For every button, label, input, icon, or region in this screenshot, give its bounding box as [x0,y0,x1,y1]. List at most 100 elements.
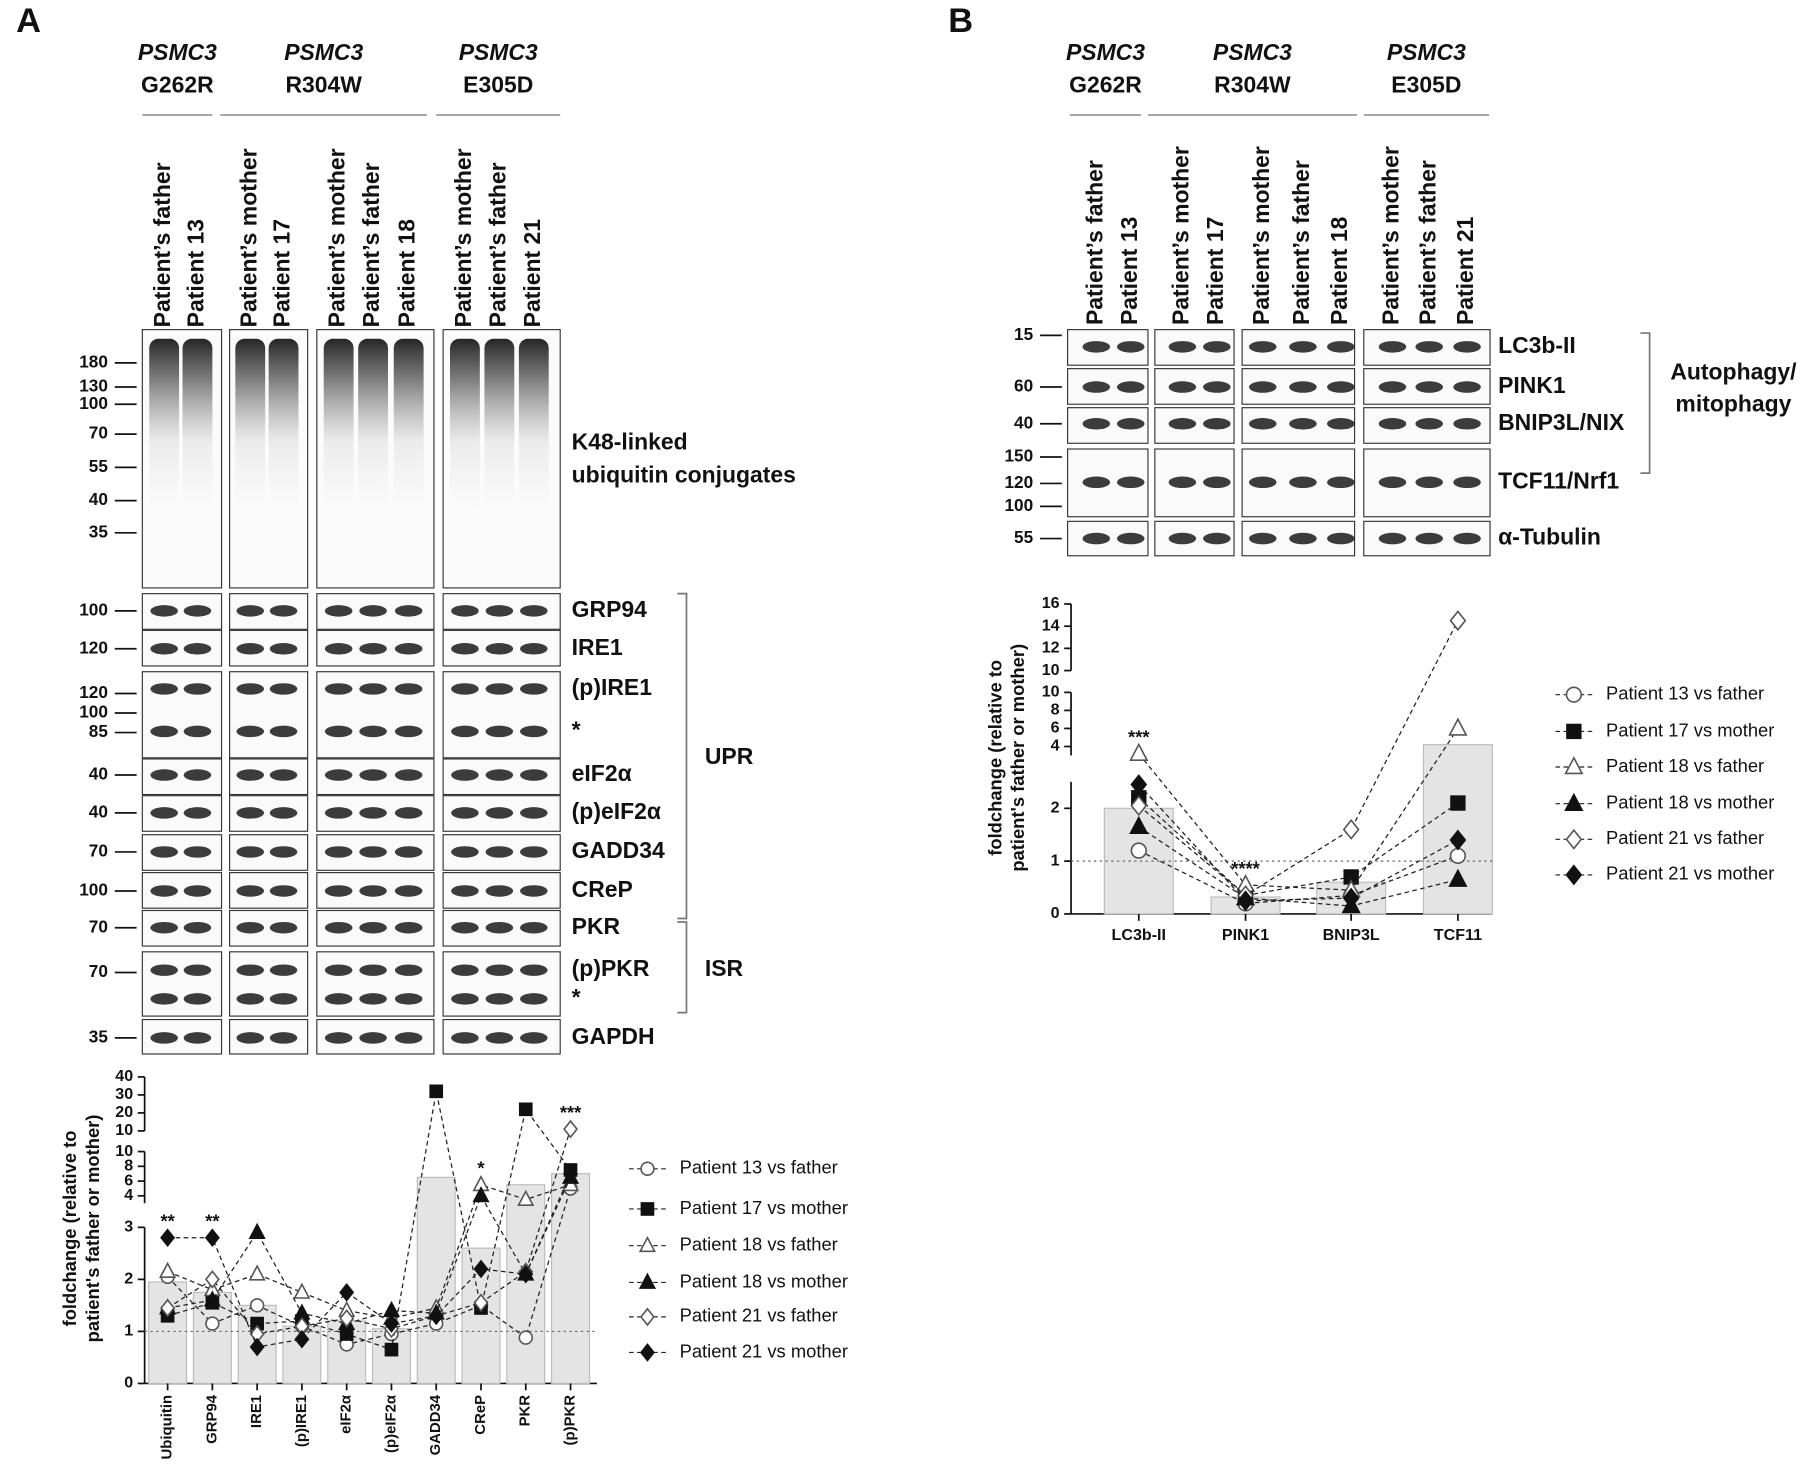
band [269,769,298,781]
band [236,921,265,934]
band [359,683,387,695]
significance: **** [1231,858,1260,879]
mw-marker: 120 [79,682,108,702]
band [150,921,178,934]
band [359,921,387,934]
band [394,683,423,695]
band [359,643,387,655]
y-axis-label: patient's father or mother) [82,1115,103,1343]
band [1378,476,1407,489]
point [248,1222,266,1239]
y-tick-label: 4 [1051,737,1060,755]
point [339,1283,355,1302]
band [1453,381,1481,393]
band [236,964,265,976]
band [1289,476,1317,489]
band [1116,341,1145,353]
point [382,1300,401,1318]
point [1450,795,1466,811]
mw-marker: 35 [89,1026,109,1046]
legend-label: Patient 21 vs father [680,1305,838,1326]
band [359,993,387,1005]
band [269,605,298,617]
point [205,1316,220,1331]
variant: E305D [1391,71,1461,97]
legend-label: Patient 18 vs mother [680,1270,848,1291]
y-tick-label: 8 [1051,701,1060,719]
y-tick-label: 10 [115,1142,133,1160]
blot-label: IRE1 [572,634,623,660]
lane-label: Patient 17 [1202,217,1228,325]
blot-label: PKR [572,913,621,939]
lane-label: Patient 18 [1326,216,1352,325]
bracket-label: Autophagy/ [1670,358,1797,384]
band [1415,532,1443,545]
point [159,1261,177,1278]
band [1327,418,1355,430]
band [183,921,212,934]
point [1237,890,1254,912]
bar [1422,744,1493,915]
band [150,769,178,781]
mw-marker: 15 [1014,324,1034,344]
y-tick-label: 1 [1051,851,1060,869]
point [518,1330,533,1345]
bracket-label: ISR [705,955,744,981]
band [269,683,298,695]
point [339,1309,355,1328]
bracket [677,592,688,920]
band [359,885,387,897]
band [485,964,514,976]
band [236,769,265,781]
y-axis-label: foldchange (relative to [59,1131,80,1327]
band [485,921,514,934]
band [394,769,423,781]
band [1248,418,1277,430]
band [236,846,265,858]
point [1342,818,1360,840]
band [269,921,298,934]
band [359,846,387,858]
band [324,1032,353,1044]
band [150,993,178,1005]
series-line [1138,826,1459,907]
band [183,885,212,897]
y-tick-label: 20 [115,1103,133,1121]
smear [518,338,549,511]
lane-label: Patient 13 [1116,217,1142,325]
gene-name: PSMC3 [459,39,538,65]
band [359,807,387,819]
blot-label: (p)PKR [572,955,650,981]
point [248,1264,266,1281]
blot-label: GRP94 [572,596,647,622]
point [384,1342,399,1357]
point [518,1102,533,1117]
band [269,643,298,655]
blot-label: GAPDH [572,1023,655,1049]
smear [484,338,515,511]
blot-box [229,951,309,1017]
band [183,769,212,781]
band [520,1032,548,1044]
band [1453,476,1481,489]
point [293,1303,311,1320]
band [269,1032,298,1044]
point [517,1189,535,1206]
legend-label: Patient 21 vs mother [1606,863,1774,884]
lane-label: Patient’s father [1288,160,1314,325]
band [236,1032,265,1044]
band [520,921,548,934]
point [1449,847,1467,864]
legend-marker [1565,864,1583,886]
blot-label: (p)IRE1 [572,674,653,700]
lane-label: Patient 17 [269,219,295,327]
lane-label: Patient’s father [358,162,384,327]
band [1203,341,1231,353]
point [204,1270,220,1289]
x-tick-label: IRE1 [248,1395,265,1428]
band [451,605,479,617]
band [394,643,423,655]
y-tick-label: 12 [1042,639,1060,657]
band [520,964,548,976]
